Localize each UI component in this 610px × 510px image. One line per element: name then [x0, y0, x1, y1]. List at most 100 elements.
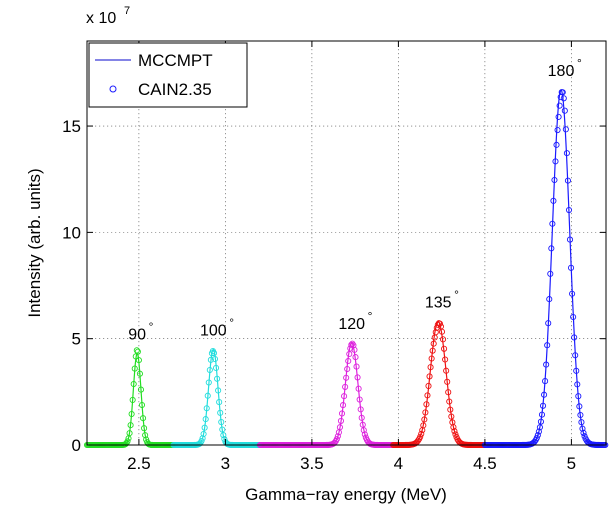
peak-degree-120: °	[368, 309, 373, 323]
cain-point	[141, 425, 148, 432]
y-exponent-base: x 10	[86, 10, 116, 27]
cain-point	[427, 364, 434, 371]
cain-point	[349, 340, 356, 347]
cain-point	[452, 431, 459, 438]
peak-label-90: 90	[128, 327, 146, 344]
cain-point	[568, 264, 575, 271]
cain-point	[213, 364, 220, 371]
cain-point	[444, 378, 451, 385]
cain-point	[142, 432, 149, 439]
cain-point	[438, 328, 446, 335]
y-tick-label: 5	[72, 330, 81, 349]
cain-point	[344, 365, 351, 373]
cain-point	[562, 126, 569, 133]
cain-point	[549, 220, 556, 227]
cain-point	[219, 426, 226, 433]
cain-point	[573, 367, 580, 374]
cain-point	[533, 434, 540, 442]
cain-point	[423, 401, 430, 408]
cain-point	[426, 373, 433, 380]
cain-point	[128, 410, 135, 418]
cain-point	[216, 399, 223, 406]
cain-point	[436, 320, 443, 327]
cain-point	[421, 416, 428, 423]
x-tick-label: 3.5	[300, 454, 324, 473]
peak-label-180: 180	[548, 63, 575, 80]
cain-point	[353, 363, 360, 370]
cain-point	[361, 431, 368, 438]
peak-degree-100: °	[229, 315, 234, 329]
cain-point	[217, 409, 224, 416]
cain-point	[354, 374, 361, 381]
cain-point	[214, 375, 221, 382]
cain-point	[342, 383, 349, 390]
cain-point	[199, 435, 206, 442]
cain-point	[136, 370, 143, 377]
cain-point	[442, 356, 449, 363]
peak-label-100: 100	[200, 322, 227, 339]
cain-point	[564, 177, 571, 184]
cain-point	[574, 381, 581, 388]
cain-point	[548, 245, 555, 252]
cain-point	[129, 396, 136, 403]
cain-point	[439, 336, 447, 343]
cain-point	[137, 386, 145, 393]
cain-point	[430, 340, 437, 347]
cain-point	[139, 415, 147, 422]
cain-point	[579, 425, 586, 432]
cain-point	[551, 176, 558, 184]
cain-point	[545, 320, 552, 327]
legend-label-mccmpt: MCCMPT	[138, 51, 213, 70]
cain-point	[561, 107, 568, 114]
cain-point	[211, 355, 219, 363]
peak-label-135: 135	[425, 295, 452, 312]
cain-point	[565, 206, 573, 214]
cain-point	[204, 392, 211, 399]
legend-box	[88, 42, 248, 108]
cain-point	[201, 424, 208, 431]
x-tick-label: 4.5	[473, 454, 497, 473]
peak-degree-180: °	[577, 56, 582, 70]
peak-degree-90: °	[149, 320, 154, 334]
cain-point	[429, 347, 436, 354]
cain-point	[578, 419, 585, 426]
cain-point	[215, 387, 222, 394]
cain-point	[422, 409, 429, 416]
cain-point	[355, 385, 362, 392]
cain-point	[135, 357, 142, 364]
cain-point	[359, 421, 366, 428]
cain-point	[343, 374, 350, 381]
cain-point	[554, 126, 561, 134]
cain-point	[341, 393, 348, 400]
cain-point	[424, 392, 431, 399]
cain-point	[334, 433, 341, 440]
cain-point	[346, 350, 353, 358]
cain-point	[547, 270, 554, 277]
cain-point	[357, 406, 364, 413]
cain-point	[571, 334, 578, 341]
cain-point	[333, 436, 340, 443]
y-exponent-power: 7	[124, 5, 130, 17]
cain-point	[580, 429, 587, 436]
y-tick-label: 10	[62, 223, 81, 242]
cain-point	[203, 405, 210, 412]
cain-point	[553, 141, 560, 148]
legend: MCCMPT CAIN2.35	[88, 42, 248, 108]
cain-point	[529, 440, 536, 447]
cain-point	[541, 391, 548, 398]
cain-point	[550, 197, 557, 204]
cain-point	[447, 406, 454, 413]
peak-degree-135: °	[454, 288, 459, 302]
cain-point	[352, 354, 359, 361]
cain-point	[202, 416, 209, 423]
cain-point	[350, 342, 357, 349]
x-tick-label: 2.5	[127, 454, 151, 473]
cain-point	[360, 427, 367, 434]
y-tick-label: 15	[62, 117, 81, 136]
cain-point	[417, 433, 424, 440]
x-axis-label: Gamma−ray energy (MeV)	[245, 485, 447, 504]
cain-point	[546, 296, 553, 303]
cain-point	[448, 413, 455, 420]
cain-point	[420, 422, 427, 429]
cain-point	[138, 401, 146, 409]
